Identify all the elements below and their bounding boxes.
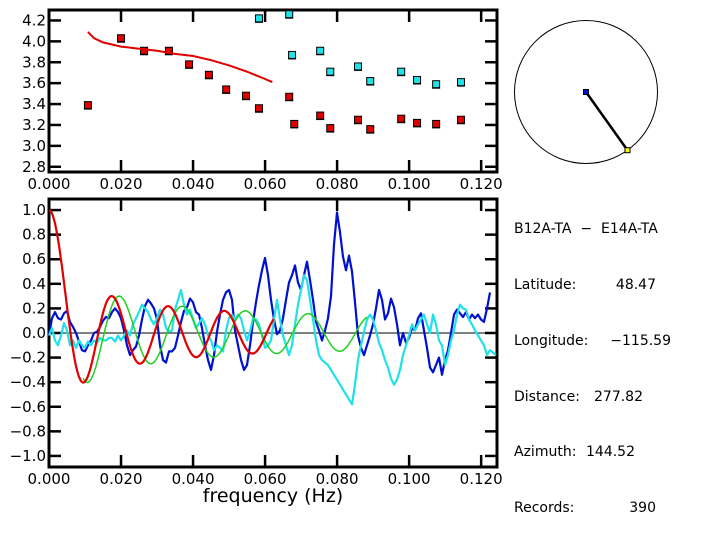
blue-coherency-curve <box>47 211 492 376</box>
info-row-records: Records: 390 <box>514 499 671 518</box>
y-tick-label: −0.2 <box>10 349 46 367</box>
red-data-point <box>254 104 263 113</box>
x-tick-label: 0.080 <box>316 175 359 193</box>
red-data-point <box>413 118 422 127</box>
info-value: −115.59 <box>610 332 671 349</box>
x-tick-label: 0.000 <box>28 175 71 193</box>
station-pair: B12A-TA − E14A-TA <box>514 221 658 238</box>
azimuth-circle <box>514 20 658 164</box>
red-data-point <box>140 46 149 55</box>
red-data-point <box>204 70 213 79</box>
x-tick-label: 0.000 <box>28 470 71 488</box>
y-tick-label: 1.0 <box>22 201 46 219</box>
x-axis-title: frequency (Hz) <box>203 485 343 507</box>
info-row-azimuth: Azimuth: 144.52 <box>514 443 671 462</box>
green-coherency-curve <box>82 295 368 384</box>
y-tick-label: 3.4 <box>22 95 46 113</box>
info-label: Records: <box>514 500 575 517</box>
y-tick-label: 0.6 <box>22 250 46 268</box>
cyan-data-point <box>413 76 422 85</box>
cyan-data-point <box>353 62 362 71</box>
x-tick-label: 0.120 <box>460 175 503 193</box>
y-tick-label: 3.8 <box>22 53 46 71</box>
plot-frame <box>47 8 499 174</box>
red-data-point <box>164 46 173 55</box>
red-data-point <box>397 114 406 123</box>
info-label: Longitude: <box>514 332 589 349</box>
red-data-point <box>326 124 335 133</box>
y-tick-label: 0.4 <box>22 275 46 293</box>
cyan-data-point <box>316 46 325 55</box>
x-tick-label: 0.080 <box>316 470 359 488</box>
y-tick-label: −0.6 <box>10 398 46 416</box>
info-label: Azimuth: <box>514 444 577 461</box>
info-row-distance: Distance: 277.82 <box>514 388 671 407</box>
y-tick-label: 3.2 <box>22 116 46 134</box>
y-tick-label: 0.2 <box>22 299 46 317</box>
red-data-point <box>353 115 362 124</box>
red-data-point <box>185 60 194 69</box>
cyan-data-point <box>456 78 465 87</box>
x-tick-label: 0.020 <box>100 175 143 193</box>
cyan-data-point <box>432 80 441 89</box>
coherency-plot: 0.000 0.020 0.040 0.060 0.080 0.100 0.120 1.0 0.… <box>10 197 503 488</box>
red-data-point <box>432 119 441 128</box>
info-row-longitude: Longitude: −115.59 <box>514 332 671 351</box>
x-tick-label: 0.040 <box>172 470 215 488</box>
station-info-panel: B12A-TA − E14A-TA Latitude: 48.47 Longitu… <box>514 183 671 536</box>
red-data-point <box>241 91 250 100</box>
dispersion-curve <box>87 31 273 84</box>
x-tick-label: 0.120 <box>460 470 503 488</box>
red-data-point <box>222 85 231 94</box>
cyan-data-point <box>326 67 335 76</box>
y-tick-label: 3.0 <box>22 137 46 155</box>
y-tick-label: 4.2 <box>22 11 46 29</box>
info-row-latitude: Latitude: 48.47 <box>514 276 671 295</box>
info-label: Latitude: <box>514 276 577 293</box>
station-center-marker <box>583 89 589 95</box>
red-data-point <box>117 34 126 43</box>
y-tick-label: 2.8 <box>22 158 46 176</box>
red-data-point <box>83 101 92 110</box>
dispersion-plot: 0.000 0.020 0.040 0.060 0.080 0.100 0.120 4.2 4.… <box>22 8 503 193</box>
red-data-point <box>456 115 465 124</box>
azimuth-line <box>584 91 629 151</box>
red-data-point <box>316 111 325 120</box>
info-label: Distance: <box>514 388 580 405</box>
y-tick-label: −0.4 <box>10 373 46 391</box>
x-tick-label: 0.060 <box>244 470 287 488</box>
red-data-point <box>285 92 294 101</box>
y-tick-label: 4.0 <box>22 32 46 50</box>
x-tick-label: 0.060 <box>244 175 287 193</box>
cyan-data-point <box>285 10 294 19</box>
figure: 0.000 0.020 0.040 0.060 0.080 0.100 0.120 4.2 4.… <box>10 8 658 507</box>
cyan-data-point <box>366 77 375 86</box>
azimuth-map <box>514 20 658 164</box>
info-value: 277.82 <box>594 388 643 405</box>
red-coherency-curve <box>48 209 275 384</box>
y-tick-label: 0.8 <box>22 226 46 244</box>
red-data-point <box>366 125 375 134</box>
y-tick-label: −1.0 <box>10 447 46 465</box>
red-data-point <box>290 119 299 128</box>
x-tick-label: 0.100 <box>388 175 431 193</box>
cyan-data-point <box>254 14 263 23</box>
cyan-coherency-curve <box>47 274 497 406</box>
x-tick-label: 0.100 <box>388 470 431 488</box>
y-tick-label: 3.6 <box>22 74 46 92</box>
cyan-data-point <box>288 50 297 59</box>
cyan-data-point <box>397 67 406 76</box>
x-tick-label: 0.020 <box>100 470 143 488</box>
x-tick-label: 0.040 <box>172 175 215 193</box>
info-value: 144.52 <box>586 444 635 461</box>
station-edge-marker <box>624 147 631 154</box>
info-value: 48.47 <box>615 276 656 293</box>
y-tick-label: −0.8 <box>10 422 46 440</box>
info-value: 390 <box>629 500 656 517</box>
y-tick-label: 0.0 <box>22 324 46 342</box>
